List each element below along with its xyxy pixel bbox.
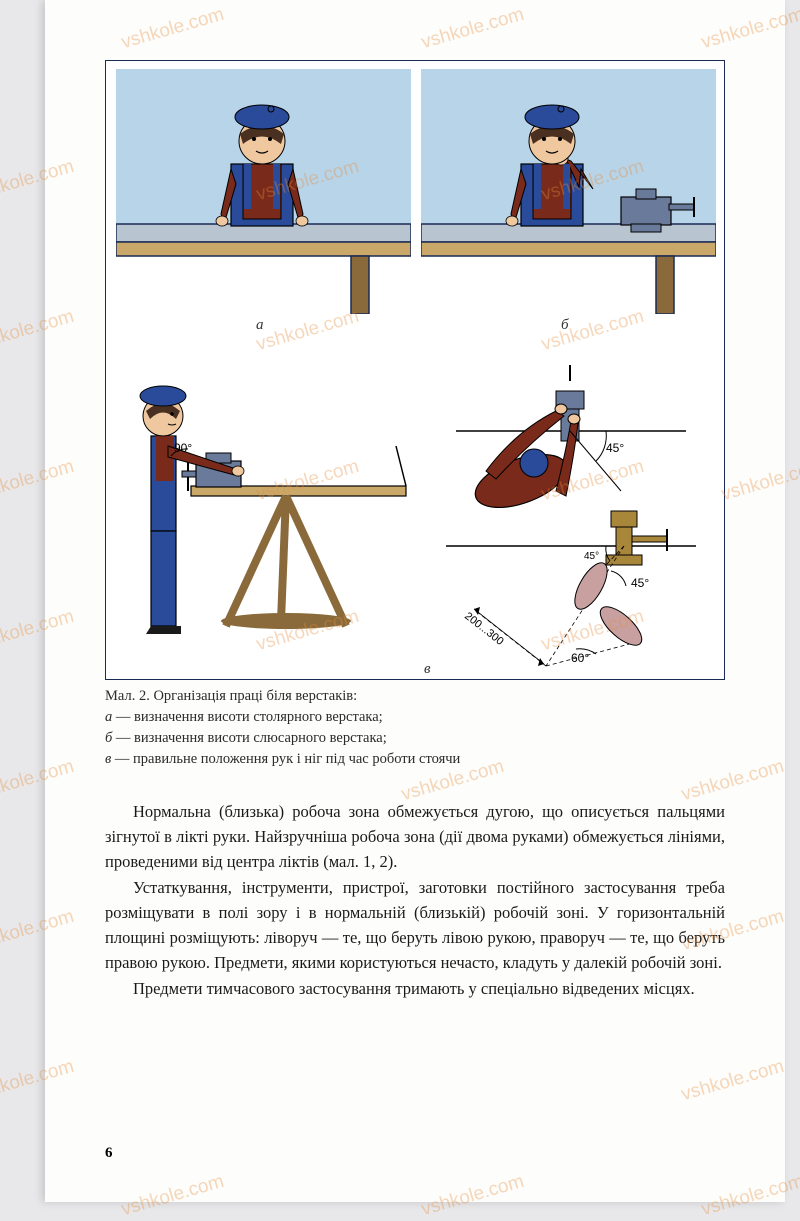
illustration-b [421,69,716,314]
caption-line-a: а — визначення висоти столярного верстак… [105,707,725,728]
illustration-a [116,69,411,314]
panel-a-label: а [256,317,264,334]
paragraph-3: Предмети тимчасового застосування тримаю… [105,977,725,1002]
illustration-c [116,361,716,671]
figure-caption: Мал. 2. Організація праці біля верстаків… [105,686,725,770]
figure-panel-b: б [421,69,716,314]
figure-panel-c: 90° 45° 45° 45° 60° 200...300 в [116,361,716,671]
angle-90-label: 90° [174,441,192,455]
body-text: Нормальна (близька) робоча зона обмежуєт… [105,800,725,1002]
textbook-page: а [45,0,785,1202]
angle-60-label: 60° [571,651,589,665]
paragraph-1: Нормальна (близька) робоча зона обмежуєт… [105,800,725,874]
angle-45-top-label: 45° [606,441,624,455]
figure-2-frame: а [105,60,725,680]
caption-line-c: в — правильне положення рук і ніг під ча… [105,749,725,770]
page-number: 6 [105,1145,113,1162]
figure-panel-a: а [116,69,411,314]
angle-45-vise-label: 45° [584,551,599,562]
panel-b-label: б [561,317,569,334]
caption-line-b: б — визначення висоти слюсарного верстак… [105,728,725,749]
paragraph-2: Устаткування, інструменти, пристрої, заг… [105,876,725,975]
caption-title: Мал. 2. Організація праці біля верстаків… [105,686,725,707]
angle-45-foot-label: 45° [631,576,649,590]
panel-c-label: в [424,661,431,678]
